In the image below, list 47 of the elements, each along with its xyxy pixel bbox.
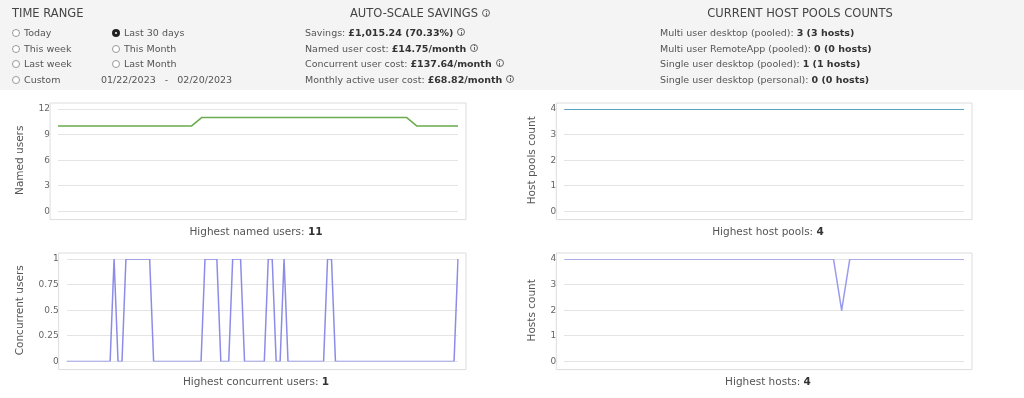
y-tick-label: 3 <box>44 180 51 191</box>
x-axis-title: Highest hosts: 4 <box>724 375 812 387</box>
text: Named user cost: £14.75/month <box>305 41 468 56</box>
y-tick-label: 3 <box>550 278 557 289</box>
text: Single user desktop (pooled): 1 (1 hosts) <box>660 57 862 71</box>
y-tick-label: 4 <box>550 103 557 114</box>
text: Multi user desktop (pooled): 3 (3 hosts) <box>660 26 856 40</box>
y-axis-title: Host pools count <box>525 116 538 205</box>
y-tick-label: 1 <box>550 330 557 341</box>
text: Last 30 days <box>123 26 185 40</box>
y-tick-label: 1 <box>52 253 59 264</box>
y-tick-label: 6 <box>44 154 51 165</box>
text: Last week <box>23 57 72 71</box>
text: This week <box>23 41 72 56</box>
text: AUTO-SCALE SAVINGS <box>348 5 480 21</box>
y-axis-title: Concurrent users <box>13 265 26 356</box>
text: CURRENT HOST POOLS COUNTS <box>706 5 894 21</box>
y-tick-label: 12 <box>38 103 51 114</box>
x-axis-title: Highest host pools: 4 <box>711 225 825 237</box>
text: Single user desktop (personal): 0 (0 hosts) <box>660 72 871 87</box>
y-axis-title: Named users <box>13 125 26 195</box>
y-tick-label: 4 <box>550 253 557 264</box>
text: Monthly active user cost: £68.82/month <box>305 72 504 87</box>
y-axis-title: Hosts count <box>525 279 538 342</box>
text: TIME RANGE <box>12 5 85 21</box>
x-axis-title: Highest concurrent users: 1 <box>181 375 331 387</box>
y-tick-label: 0.25 <box>38 330 59 341</box>
y-tick-label: 0 <box>52 355 59 366</box>
text: Concurrent user cost: £137.64/month <box>305 57 493 71</box>
y-tick-label: 0.75 <box>38 278 59 289</box>
y-tick-label: 0.5 <box>44 304 59 315</box>
y-tick-label: 2 <box>550 154 557 165</box>
text: Multi user RemoteApp (pooled): 0 (0 hosts) <box>660 41 873 56</box>
y-tick-label: 0 <box>550 205 557 216</box>
y-tick-label: 2 <box>550 304 557 315</box>
x-axis-title: Highest named users: 11 <box>188 225 324 237</box>
y-tick-label: 0 <box>550 355 557 366</box>
y-tick-label: 1 <box>550 180 557 191</box>
y-tick-label: 3 <box>550 128 557 139</box>
y-tick-label: 9 <box>44 128 51 139</box>
text: Today <box>23 26 52 40</box>
text: Savings: £1,015.24 (70.33%) <box>305 26 455 40</box>
text: Last Month <box>123 57 177 71</box>
text: Custom <box>23 72 61 87</box>
text: This Month <box>123 41 177 56</box>
y-tick-label: 0 <box>44 205 51 216</box>
text: 01/22/2023 - 02/20/2023 <box>101 72 233 87</box>
